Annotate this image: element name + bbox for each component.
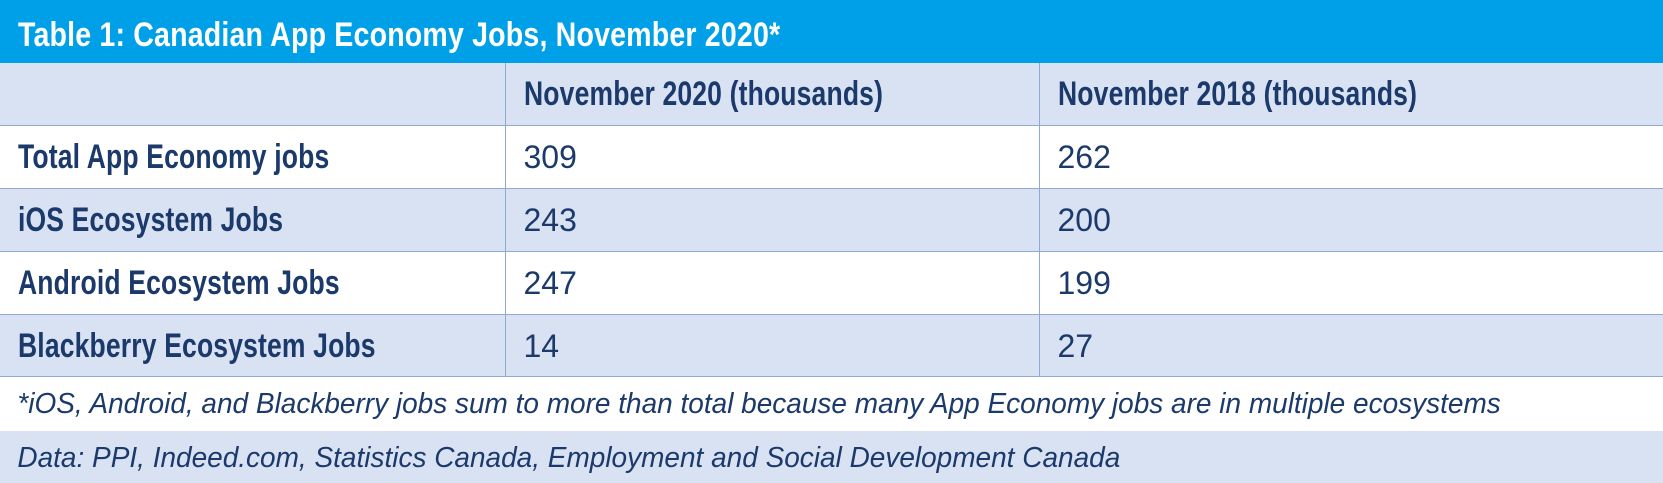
table-title: Table 1: Canadian App Economy Jobs, Nove… — [18, 16, 781, 54]
table-row: Android Ecosystem Jobs 247 199 — [0, 251, 1663, 315]
cell-blackberry-2018: 27 — [1038, 314, 1663, 378]
row-label-blackberry: Blackberry Ecosystem Jobs — [0, 314, 506, 378]
table-footnote: *iOS, Android, and Blackberry jobs sum t… — [0, 376, 1663, 432]
header-row: November 2020 (thousands) November 2018 … — [0, 63, 1663, 126]
jobs-table: November 2020 (thousands) November 2018 … — [0, 63, 1663, 378]
column-header-empty — [0, 63, 506, 126]
cell-ios-2018: 200 — [1038, 188, 1663, 252]
row-label-ios: iOS Ecosystem Jobs — [0, 188, 506, 252]
cell-android-2020: 247 — [504, 251, 1040, 315]
cell-ios-2020: 243 — [504, 188, 1040, 252]
row-label-total: Total App Economy jobs — [0, 125, 506, 189]
row-label-android: Android Ecosystem Jobs — [0, 251, 506, 315]
cell-total-2018: 262 — [1038, 125, 1663, 189]
table-row: Total App Economy jobs 309 262 — [0, 125, 1663, 189]
column-header-nov-2020: November 2020 (thousands) — [504, 63, 1040, 126]
cell-total-2020: 309 — [504, 125, 1040, 189]
column-header-nov-2018: November 2018 (thousands) — [1038, 63, 1663, 126]
data-source-note: Data: PPI, Indeed.com, Statistics Canada… — [0, 431, 1663, 483]
table-row: Blackberry Ecosystem Jobs 14 27 — [0, 314, 1663, 378]
cell-blackberry-2020: 14 — [504, 314, 1040, 378]
cell-android-2018: 199 — [1038, 251, 1663, 315]
table-row: iOS Ecosystem Jobs 243 200 — [0, 188, 1663, 252]
table-title-bar: Table 1: Canadian App Economy Jobs, Nove… — [0, 0, 1663, 63]
